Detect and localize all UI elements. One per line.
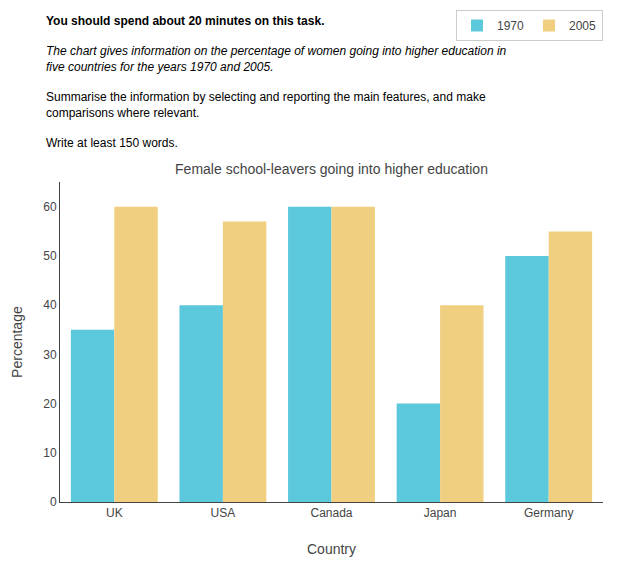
svg-text:Percentage: Percentage bbox=[9, 306, 25, 378]
svg-text:20: 20 bbox=[43, 397, 57, 411]
svg-text:Country: Country bbox=[307, 541, 356, 557]
svg-text:30: 30 bbox=[43, 348, 57, 362]
svg-text:Write at least 150 words.: Write at least 150 words. bbox=[46, 136, 178, 150]
svg-text:The chart gives information on: The chart gives information on the perce… bbox=[46, 44, 507, 74]
svg-text:You should spend about 20 minu: You should spend about 20 minutes on thi… bbox=[46, 14, 324, 28]
svg-text:Germany: Germany bbox=[524, 506, 573, 520]
svg-text:60: 60 bbox=[43, 200, 57, 214]
svg-text:50: 50 bbox=[43, 249, 57, 263]
svg-text:UK: UK bbox=[106, 506, 123, 520]
svg-text:Japan: Japan bbox=[424, 506, 457, 520]
svg-text:USA: USA bbox=[211, 506, 236, 520]
svg-text:Canada: Canada bbox=[310, 506, 352, 520]
svg-text:2005: 2005 bbox=[569, 19, 596, 33]
svg-text:Female school-leavers going in: Female school-leavers going into higher … bbox=[175, 161, 488, 177]
svg-text:10: 10 bbox=[43, 446, 57, 460]
svg-text:1970: 1970 bbox=[497, 19, 524, 33]
svg-text:40: 40 bbox=[43, 298, 57, 312]
svg-text:Summarise the information by s: Summarise the information by selecting a… bbox=[46, 90, 486, 120]
svg-text:0: 0 bbox=[50, 495, 57, 509]
